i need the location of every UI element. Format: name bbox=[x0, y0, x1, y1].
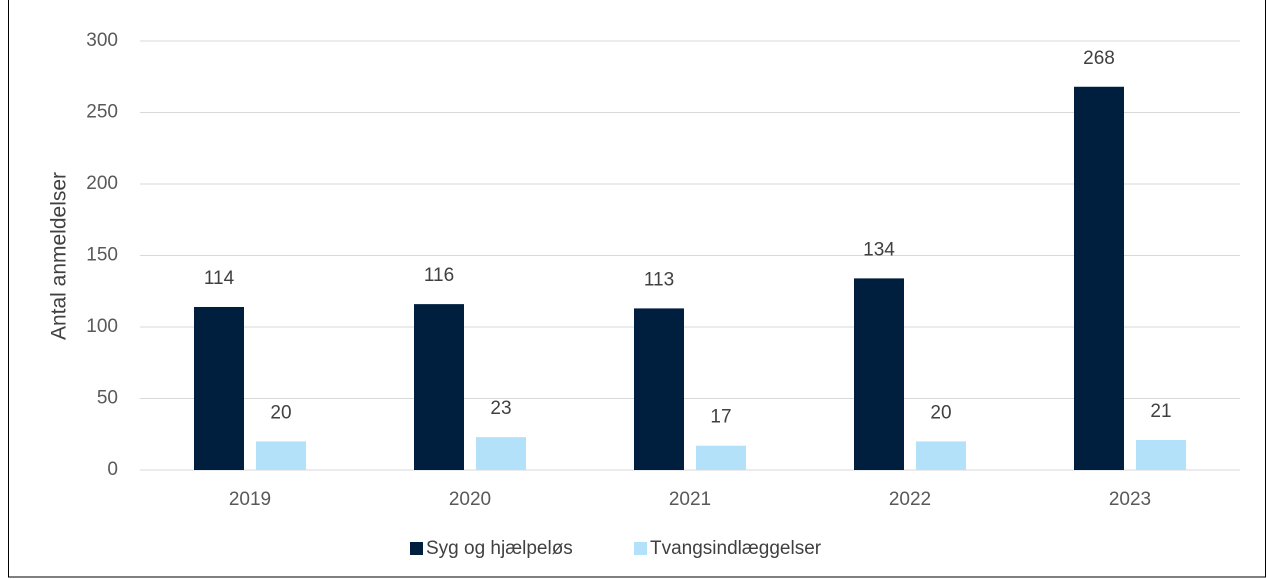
data-label: 134 bbox=[863, 239, 895, 260]
data-label: 113 bbox=[644, 269, 674, 290]
bar bbox=[854, 278, 904, 470]
data-label: 21 bbox=[1150, 401, 1171, 422]
data-label: 114 bbox=[204, 268, 235, 289]
y-tick-label: 200 bbox=[86, 173, 118, 194]
bar bbox=[194, 306, 244, 470]
bar bbox=[916, 441, 966, 470]
data-label: 23 bbox=[490, 398, 511, 419]
bar bbox=[414, 304, 464, 470]
legend-swatch bbox=[410, 542, 423, 555]
legend-swatch bbox=[634, 542, 647, 555]
x-tick-label: 2023 bbox=[1109, 489, 1151, 510]
x-tick-label: 2020 bbox=[449, 489, 491, 510]
legend-label: Syg og hjælpeløs bbox=[426, 538, 573, 559]
y-tick-label: 150 bbox=[86, 245, 118, 266]
y-tick-label: 0 bbox=[107, 459, 118, 480]
data-label: 17 bbox=[710, 407, 731, 428]
bar bbox=[1074, 86, 1124, 470]
data-label: 268 bbox=[1083, 48, 1115, 69]
y-tick-label: 250 bbox=[86, 102, 118, 123]
x-tick-label: 2022 bbox=[889, 489, 931, 510]
legend-label: Tvangsindlæggelser bbox=[650, 538, 822, 559]
x-tick-label: 2021 bbox=[669, 489, 711, 510]
y-tick-label: 50 bbox=[97, 388, 118, 409]
data-label: 20 bbox=[270, 402, 291, 423]
bar bbox=[634, 308, 684, 470]
y-axis-label: Antal anmeldelser bbox=[48, 172, 71, 340]
x-tick-label: 2019 bbox=[229, 489, 271, 510]
y-tick-label: 100 bbox=[86, 316, 118, 337]
bar bbox=[476, 437, 526, 470]
bar bbox=[256, 441, 306, 470]
y-tick-label: 300 bbox=[86, 30, 118, 51]
chart-frame bbox=[8, 0, 1266, 578]
bar bbox=[696, 445, 746, 470]
data-label: 116 bbox=[424, 265, 454, 286]
bar bbox=[1136, 439, 1186, 470]
data-label: 20 bbox=[930, 402, 951, 423]
